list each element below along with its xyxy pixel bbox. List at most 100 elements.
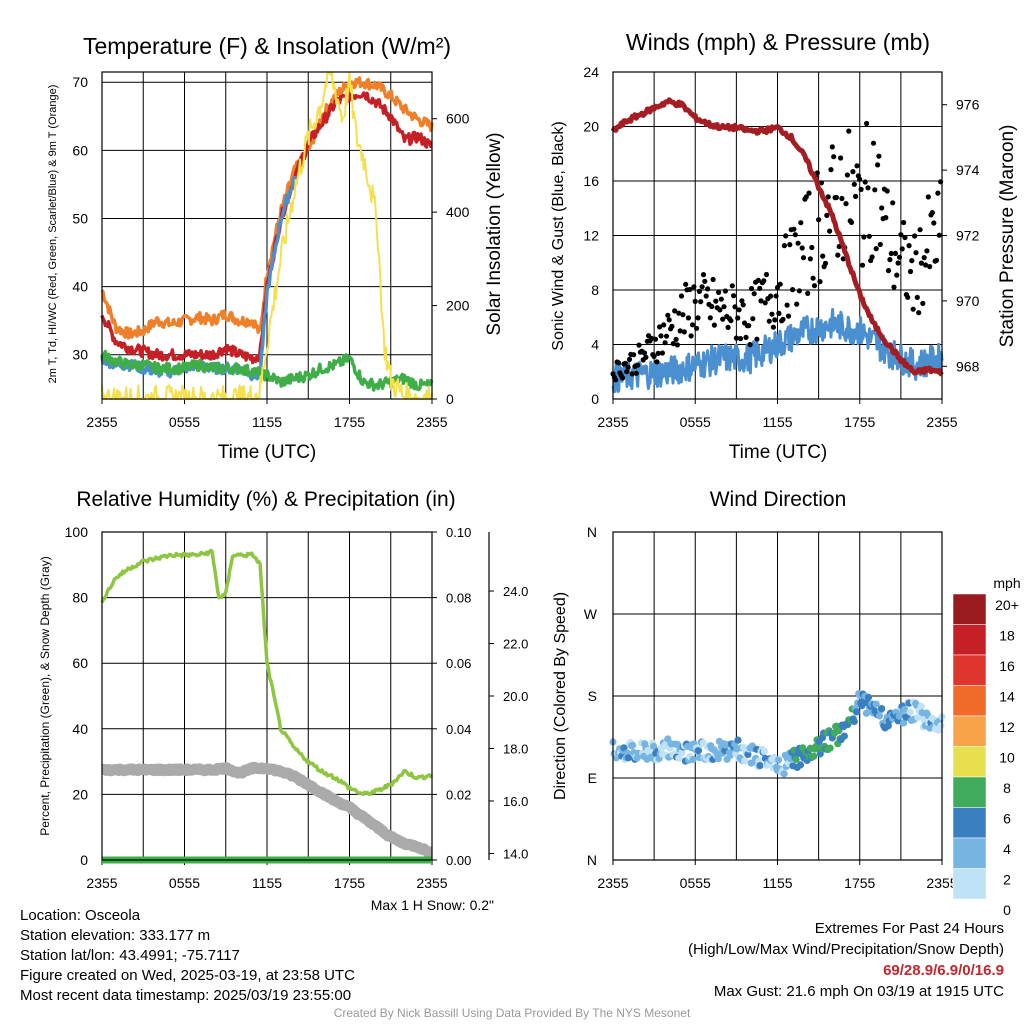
gust-point xyxy=(666,317,672,323)
direction-point xyxy=(826,744,834,752)
gust-point xyxy=(806,190,812,196)
x-tick-label: 0555 xyxy=(169,414,200,430)
gust-point xyxy=(910,306,916,312)
gust-point xyxy=(809,244,815,251)
direction-point xyxy=(629,741,637,749)
gust-point xyxy=(717,307,723,313)
gust-point xyxy=(620,375,626,381)
direction-point xyxy=(937,722,945,730)
y-tick-label: W xyxy=(584,606,598,622)
gust-point xyxy=(807,256,814,262)
gust-point xyxy=(831,154,837,160)
gust-point xyxy=(931,220,937,226)
direction-point xyxy=(900,719,908,727)
gust-point xyxy=(923,262,929,268)
gust-point xyxy=(913,250,919,256)
y-tick-label: 40 xyxy=(72,279,88,295)
gust-point xyxy=(622,360,628,366)
gust-point xyxy=(703,293,709,299)
gust-point xyxy=(615,360,622,366)
y-tick-label: 20 xyxy=(583,119,599,135)
colorbar-label: 6 xyxy=(1003,811,1011,827)
gust-point xyxy=(917,227,923,233)
x-tick-label: 2355 xyxy=(416,414,447,430)
gust-point xyxy=(750,316,756,322)
y2-tick-label: 0.02 xyxy=(446,787,471,802)
gust-point xyxy=(674,342,681,348)
gust-point xyxy=(780,316,786,322)
direction-point xyxy=(872,700,880,708)
gust-point xyxy=(768,293,774,299)
gust-point xyxy=(669,323,675,329)
humidity-panel-title: Relative Humidity (%) & Precipitation (i… xyxy=(76,488,455,511)
gust-point xyxy=(935,190,941,196)
direction-point xyxy=(756,762,764,770)
gust-point xyxy=(894,272,900,278)
gust-point xyxy=(716,289,722,295)
temperature-panel-ylabel: 2m T, Td, HI/WC (Red, Green, Scarlet/Blu… xyxy=(47,85,59,384)
colorbar-label: 16 xyxy=(999,658,1015,674)
gust-point xyxy=(933,257,940,263)
direction-point xyxy=(744,750,752,759)
winds-panel-title: Winds (mph) & Pressure (mb) xyxy=(626,29,930,55)
winds-panel-y2label: Station Pressure (Maroon) xyxy=(997,125,1018,348)
winds-panel-xlabel: Time (UTC) xyxy=(729,442,828,463)
gust-point xyxy=(766,318,772,324)
gust-point xyxy=(905,294,911,300)
station-latlon: Station lat/lon: 43.4991; -75.7117 xyxy=(20,947,240,964)
direction-point xyxy=(775,756,783,764)
direction-point xyxy=(796,761,805,769)
gust-point xyxy=(909,258,915,264)
y3-tick-label: 18.0 xyxy=(503,741,528,756)
gust-point xyxy=(694,325,700,331)
temperature-panel-xlabel: Time (UTC) xyxy=(218,442,317,463)
gust-point xyxy=(737,336,744,342)
gust-point xyxy=(747,342,753,348)
gust-point xyxy=(710,276,716,283)
y2-tick-label: 400 xyxy=(446,204,470,220)
colorbar-label: 18 xyxy=(999,628,1015,644)
gust-point xyxy=(687,286,693,293)
gust-point xyxy=(658,333,664,339)
gust-point xyxy=(803,194,809,200)
y-tick-label: N xyxy=(587,524,597,540)
direction-point xyxy=(875,712,884,720)
humidity-panel-ylabel: Percent, Precipitation (Green), & Snow D… xyxy=(38,556,52,835)
gust-point xyxy=(790,287,796,293)
gust-point xyxy=(820,253,826,259)
direction-point xyxy=(650,742,658,751)
gust-point xyxy=(625,364,631,370)
gust-point xyxy=(773,293,779,299)
gust-point xyxy=(696,288,703,294)
gust-point xyxy=(784,302,790,308)
y3-tick-label: 24.0 xyxy=(503,584,528,599)
gust-point xyxy=(700,272,707,278)
gust-point xyxy=(794,301,800,307)
y-tick-label: 70 xyxy=(72,74,88,90)
y2-tick-label: 0.08 xyxy=(446,591,471,606)
gust-point xyxy=(912,233,918,239)
y2-tick-label: 0.06 xyxy=(446,656,471,671)
gust-point xyxy=(879,205,885,211)
gust-point xyxy=(636,342,642,348)
gust-point xyxy=(681,329,687,335)
gust-point xyxy=(799,245,805,251)
gust-point xyxy=(891,284,897,290)
direction-point xyxy=(906,708,914,716)
x-tick-label: 1755 xyxy=(334,414,365,430)
y3-tick-label: 22.0 xyxy=(503,637,528,652)
direction-point xyxy=(689,755,697,764)
direction-point xyxy=(901,705,909,714)
gust-point xyxy=(711,322,718,328)
gust-point xyxy=(754,336,760,342)
direction-point xyxy=(780,770,788,778)
gust-point xyxy=(822,260,829,266)
gust-point xyxy=(670,341,676,347)
x-tick-label: 0555 xyxy=(680,875,711,891)
gust-point xyxy=(787,242,793,248)
gust-point xyxy=(887,257,893,263)
temperature-panel: Temperature (F) & Insolation (W/m²) Time… xyxy=(47,33,505,463)
y-tick-label: 60 xyxy=(72,142,88,158)
relative-humidity-line xyxy=(100,548,434,797)
gust-point xyxy=(735,315,741,321)
